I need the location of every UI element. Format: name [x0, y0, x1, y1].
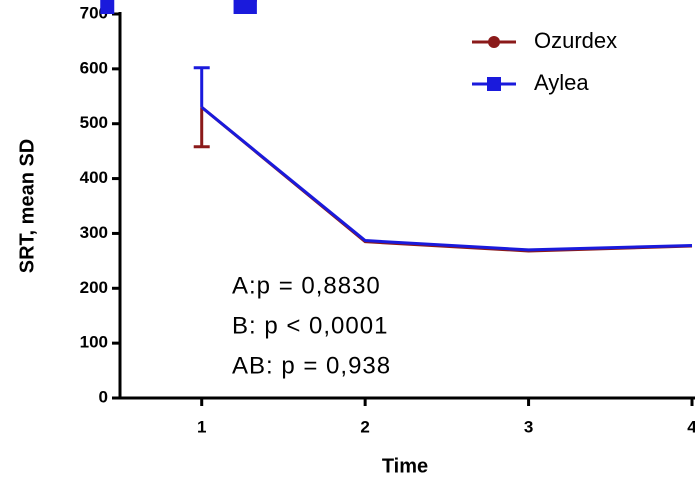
error-bar [193, 66, 210, 108]
series-line [200, 106, 693, 252]
legend-label: Aylea [534, 70, 589, 95]
x-tick-label: 1 [197, 417, 206, 436]
annotation: A:p = 0,8830 [232, 272, 381, 299]
error-bar [193, 107, 210, 149]
legend-marker [487, 77, 501, 91]
y-tick-label: 100 [80, 333, 108, 352]
y-tick-label: 200 [80, 278, 108, 297]
y-tick-label: 0 [99, 387, 108, 406]
y-axis-label: SRT, mean SD [16, 139, 38, 273]
x-axis-label: Time [382, 455, 428, 477]
x-tick-label: 2 [360, 417, 369, 436]
annotation: AB: p = 0,938 [232, 352, 391, 379]
y-tick-label: 600 [80, 58, 108, 77]
annotation: B: p < 0,0001 [232, 312, 388, 339]
data-point [100, 0, 115, 14]
legend-marker [488, 36, 500, 48]
y-tick-label: 300 [80, 223, 108, 242]
x-tick-label: 3 [524, 417, 533, 436]
legend-label: Ozurdex [534, 28, 617, 53]
y-tick-label: 400 [80, 168, 108, 187]
y-tick-label: 500 [80, 113, 108, 132]
series-line [200, 106, 693, 253]
x-tick-label: 4 [687, 417, 695, 436]
data-point [238, 0, 253, 14]
